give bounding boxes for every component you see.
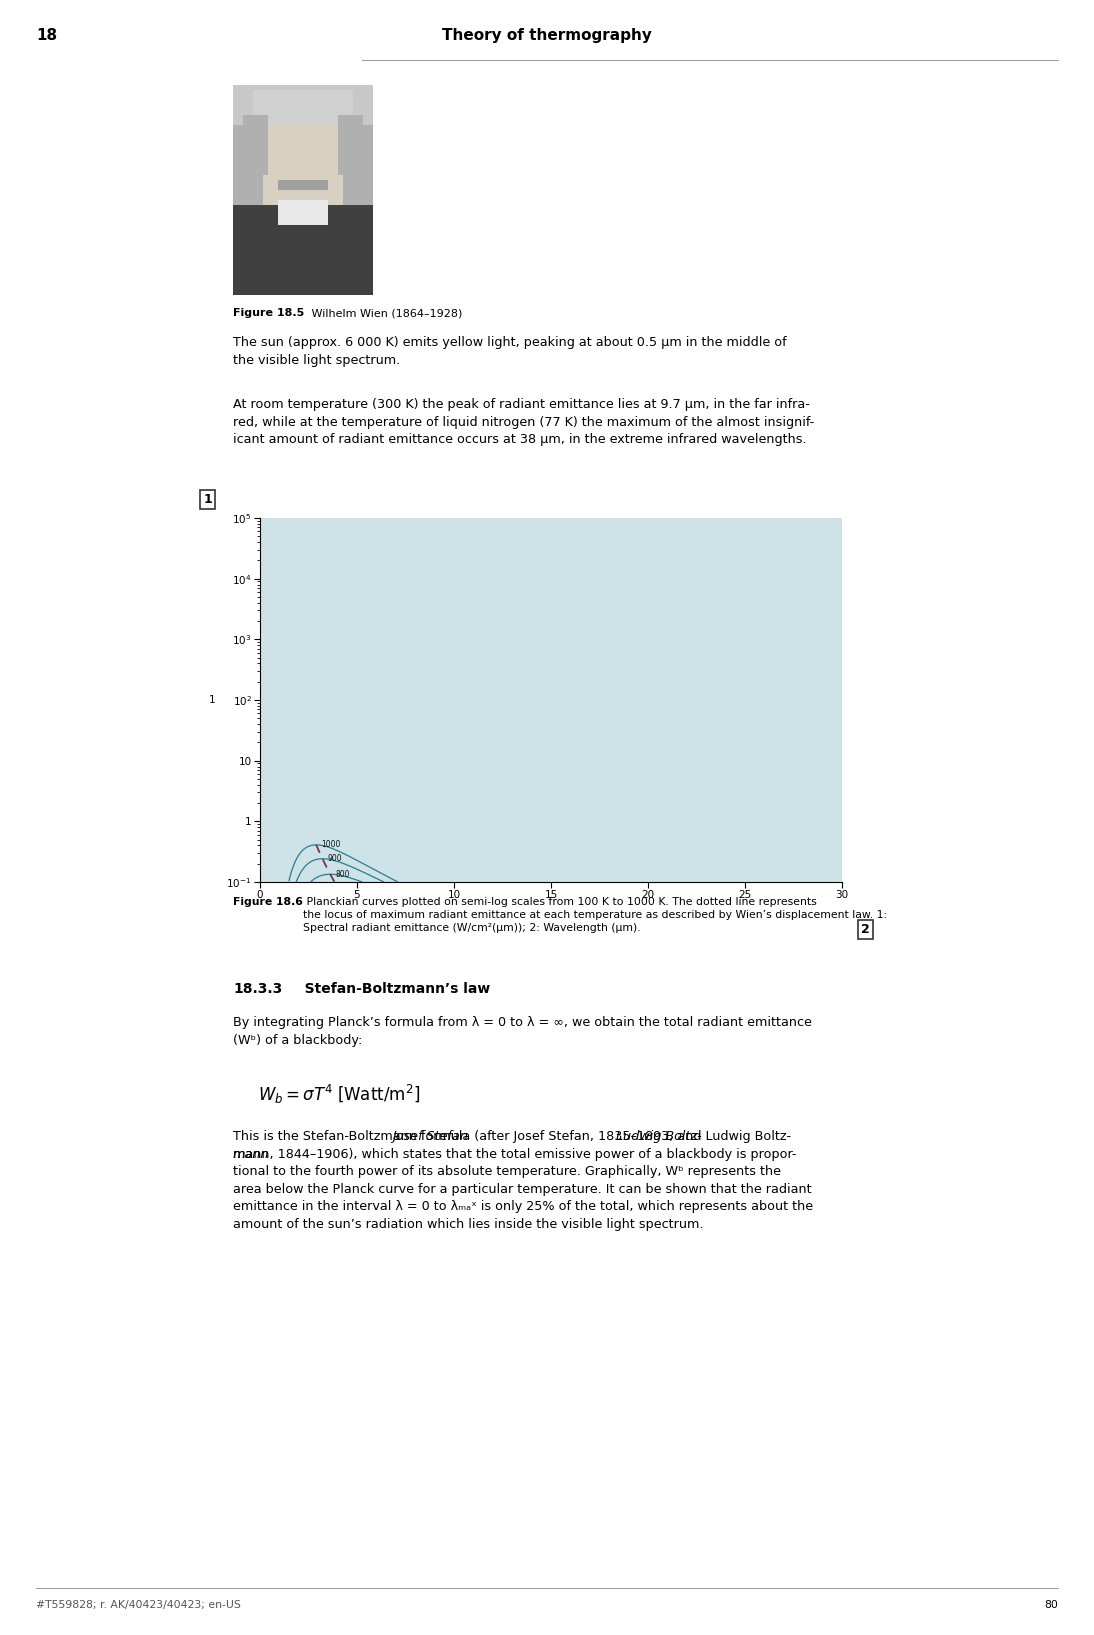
Text: Figure 18.6: Figure 18.6 [233,898,303,907]
Text: 1000: 1000 [321,840,340,849]
Text: Josef Stefan: Josef Stefan [392,1130,468,1143]
Text: The sun (approx. 6 000 K) emits yellow light, peaking at about 0.5 μm in the mid: The sun (approx. 6 000 K) emits yellow l… [233,337,787,366]
Text: 80: 80 [1044,1601,1058,1610]
Text: Stefan-Boltzmann’s law: Stefan-Boltzmann’s law [290,983,490,996]
Bar [278,180,328,190]
Text: 1: 1 [209,695,216,705]
Bar [263,124,344,204]
Text: 1: 1 [203,494,212,507]
Text: Ludwig Boltz-: Ludwig Boltz- [616,1130,701,1143]
Text: 900: 900 [327,853,342,863]
Text: 18: 18 [36,28,57,43]
Text: 18.3.3: 18.3.3 [233,983,282,996]
Bar [278,199,328,226]
Text: Figure 18.5: Figure 18.5 [233,307,304,317]
Text: $W_b = \sigma T^4 \; [\mathrm{Watt/m}^2]$: $W_b = \sigma T^4 \; [\mathrm{Watt/m}^2]… [258,1082,420,1107]
Text: 800: 800 [335,870,350,878]
Text: This is the Stefan-Boltzmann formula (after ​Josef Stefan​, 1835–1893, and ​Ludw: This is the Stefan-Boltzmann formula (af… [233,1130,813,1231]
Text: By integrating Planck’s formula from λ = 0 to λ = ∞, we obtain the total radiant: By integrating Planck’s formula from λ =… [233,1015,812,1046]
Bar [243,114,268,175]
Text: At room temperature (300 K) the peak of radiant emittance lies at 9.7 μm, in the: At room temperature (300 K) the peak of … [233,397,814,446]
Bar [338,114,363,175]
Bar [233,85,373,124]
Text: Planckian curves plotted on semi-log scales from 100 K to 1000 K. The dotted lin: Planckian curves plotted on semi-log sca… [303,898,887,934]
Text: #T559828; r. AK/40423/40423; en-US: #T559828; r. AK/40423/40423; en-US [36,1601,241,1610]
Bar [253,90,353,124]
Bar [233,85,373,294]
Bar [233,204,373,294]
Text: Theory of thermography: Theory of thermography [442,28,652,43]
Text: Wilhelm Wien (1864–1928): Wilhelm Wien (1864–1928) [309,307,463,317]
Text: 2: 2 [861,922,870,935]
Text: mann: mann [233,1148,269,1161]
